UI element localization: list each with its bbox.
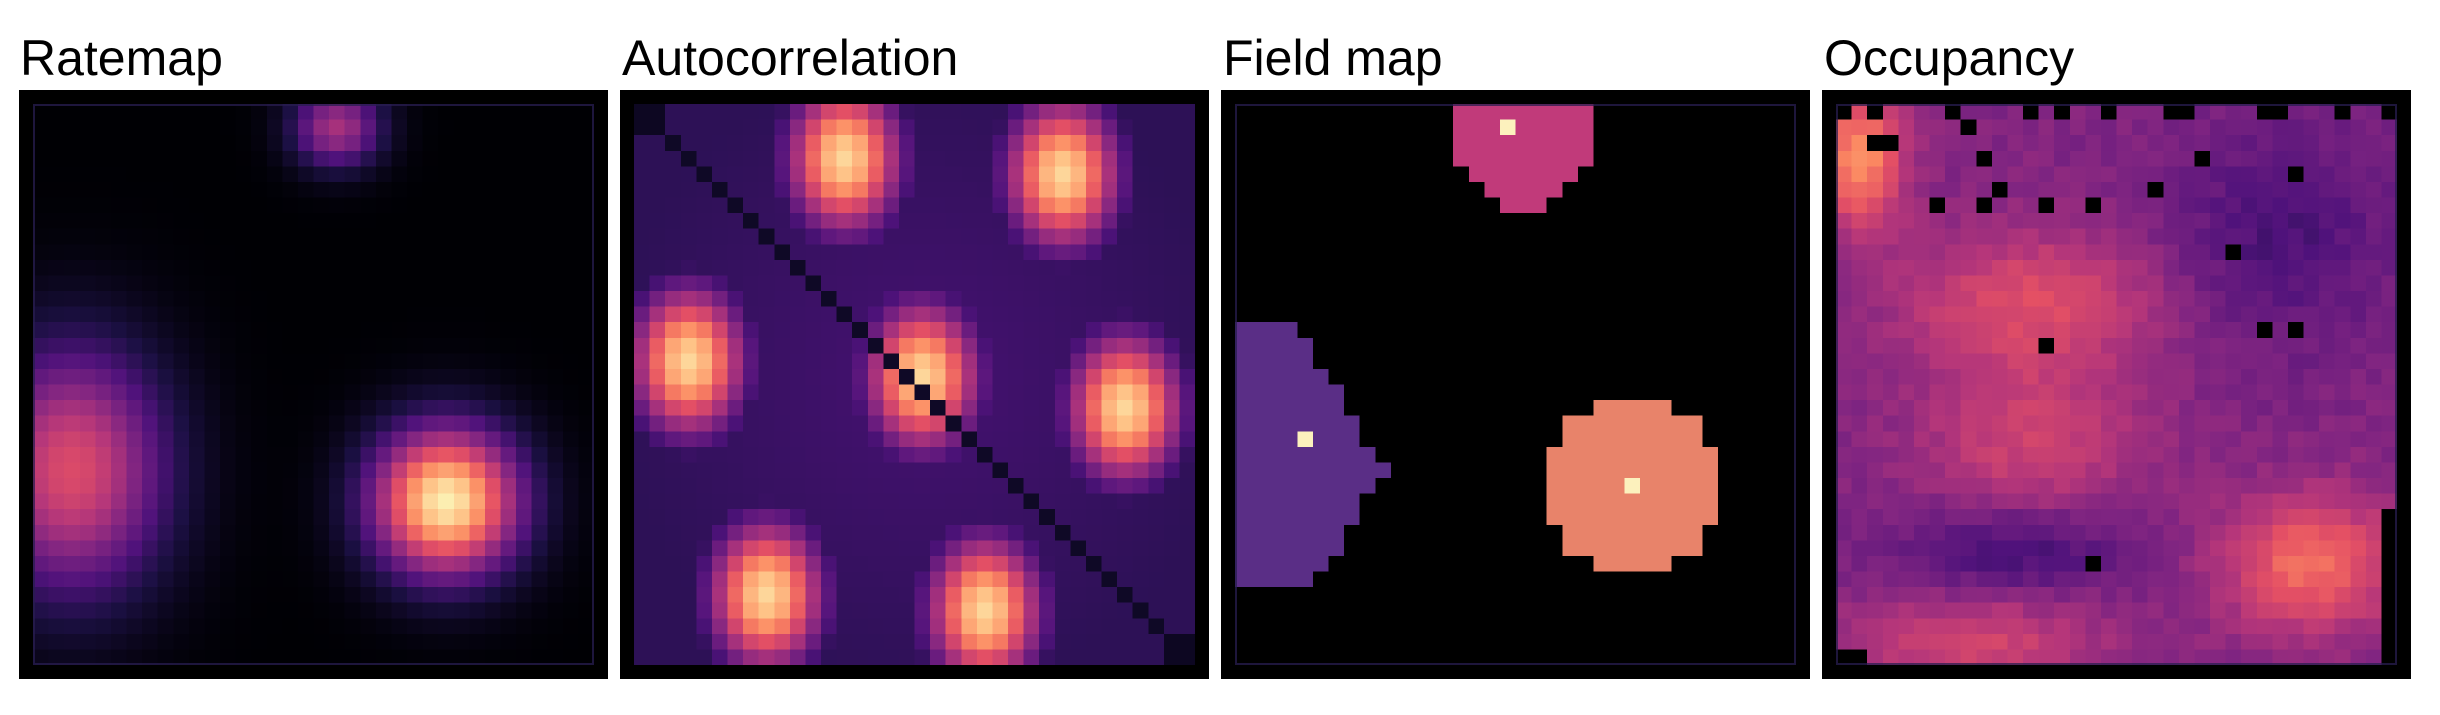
autocorrelation-heatmap [634,104,1195,665]
autocorrelation-panel [620,90,1209,679]
field-map-image [1235,104,1796,665]
ratemap-panel [19,90,608,679]
occupancy-title: Occupancy [1824,30,2075,86]
field-map-title: Field map [1223,30,1443,86]
occupancy-heatmap [1836,104,2397,665]
ratemap-title: Ratemap [20,30,223,86]
occupancy-panel [1822,90,2411,679]
field-map-panel [1221,90,1810,679]
autocorrelation-title: Autocorrelation [622,30,959,86]
ratemap-heatmap [33,104,594,665]
